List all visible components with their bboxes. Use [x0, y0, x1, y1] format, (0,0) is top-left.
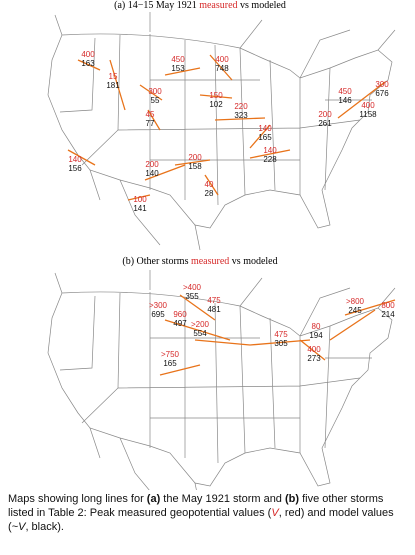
measured-label: 400	[81, 50, 95, 59]
caption-text: , black).	[25, 521, 64, 533]
caption-text: five other storms listed in Table 2: Pea…	[8, 493, 384, 519]
measured-label: 200	[145, 160, 159, 169]
measured-label: 800	[381, 301, 395, 310]
figure: (a) 14−15 May 1921 measured vs modeled 4…	[47, 0, 396, 509]
modeled-label: 165	[163, 359, 177, 368]
measured-label: >400	[183, 283, 202, 292]
modeled-label: 554	[193, 329, 207, 338]
title-suffix: vs modeled	[240, 0, 286, 11]
modeled-label: 214	[381, 310, 395, 319]
routes	[159, 294, 396, 376]
title-measured: measured	[199, 0, 237, 11]
caption-text: , red) and model values (	[8, 507, 394, 533]
measured-label: >300	[149, 301, 168, 310]
modeled-label: 305	[274, 339, 288, 348]
modeled-label: 158	[188, 162, 202, 171]
measured-label: 100	[133, 195, 147, 204]
modeled-label: 163	[81, 59, 95, 68]
panel-title: (a) 14−15 May 1921 measured vs modeled	[114, 0, 286, 11]
modeled-label: 676	[375, 89, 389, 98]
modeled-label: 141	[133, 204, 147, 213]
measured-label: 140	[263, 146, 277, 155]
measured-label: 400	[361, 101, 375, 110]
measured-label: >800	[346, 297, 365, 306]
caption-symbol: V	[271, 507, 279, 519]
measured-label: 475	[207, 296, 221, 305]
panel-a: (a) 14−15 May 1921 measured vs modeled 4…	[47, 0, 396, 251]
measured-label: 200	[318, 110, 332, 119]
modeled-label: 77	[146, 119, 155, 128]
caption-text: Maps showing long lines for	[8, 493, 147, 505]
measured-label: 200	[188, 153, 202, 162]
modeled-label: 165	[258, 133, 272, 142]
modeled-label: 748	[215, 64, 229, 73]
caption-text: the May 1921 storm and	[160, 493, 285, 505]
measured-label: 220	[234, 102, 248, 111]
measured-label: 40	[205, 180, 214, 189]
measured-label: 300	[375, 80, 389, 89]
modeled-label: 323	[234, 111, 248, 120]
modeled-label: 140	[145, 169, 159, 178]
modeled-label: 355	[185, 292, 199, 301]
measured-label: 400	[215, 55, 229, 64]
caption-bold: (a)	[146, 493, 161, 505]
modeled-label: 55	[151, 96, 160, 105]
modeled-label: 153	[171, 64, 185, 73]
modeled-label: 273	[307, 354, 321, 363]
measured-label: 150	[209, 91, 223, 100]
measured-label: 400	[307, 345, 321, 354]
title-prefix: (a) 14−15 May 1921	[114, 0, 197, 11]
panel-b: (b) Other storms measured vs modeled >40…	[47, 256, 396, 509]
measured-label: 140	[68, 155, 82, 164]
modeled-label: 695	[151, 310, 165, 319]
caption-symbol: ~V	[11, 521, 26, 533]
title-measured: measured	[191, 256, 229, 267]
modeled-label: 146	[338, 96, 352, 105]
modeled-label: 228	[263, 155, 277, 164]
panel-title: (b) Other storms measured vs modeled	[122, 256, 277, 267]
measured-label: 80	[312, 322, 321, 331]
measured-label: 450	[171, 55, 185, 64]
title-suffix: vs modeled	[232, 256, 278, 267]
measured-label: 960	[173, 310, 187, 319]
modeled-label: 497	[173, 319, 187, 328]
measured-label: 45	[146, 110, 155, 119]
measured-label: >200	[191, 320, 210, 329]
map	[47, 269, 396, 509]
modeled-label: 194	[309, 331, 323, 340]
measured-label: >750	[161, 350, 180, 359]
measured-label: 450	[338, 87, 352, 96]
measured-label: 475	[274, 330, 288, 339]
modeled-label: 156	[68, 164, 82, 173]
modeled-label: 28	[205, 189, 214, 198]
modeled-label: 102	[209, 100, 223, 109]
modeled-label: 261	[318, 119, 332, 128]
caption: Maps showing long lines for (a) the May …	[8, 492, 408, 534]
modeled-label: 245	[348, 306, 362, 315]
title-prefix: (b) Other storms	[122, 256, 188, 267]
routes	[67, 54, 386, 201]
modeled-label: 181	[106, 81, 120, 90]
measured-label: 140	[258, 124, 272, 133]
modeled-label: 1158	[359, 110, 377, 119]
modeled-label: 481	[207, 305, 221, 314]
map	[47, 11, 396, 251]
measured-label: 15	[109, 72, 118, 81]
caption-bold: (b)	[284, 493, 300, 505]
measured-label: 300	[148, 87, 162, 96]
